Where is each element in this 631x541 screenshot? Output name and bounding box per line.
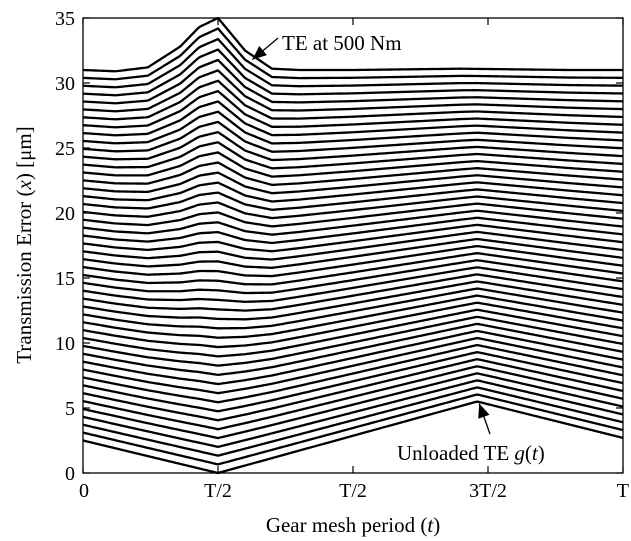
te-curve-6 bbox=[82, 358, 624, 422]
x-tick-label-2: T/2 bbox=[339, 480, 367, 502]
te-curve-18 bbox=[82, 273, 624, 312]
y-tick-label-4: 20 bbox=[55, 203, 75, 225]
te-curve-40 bbox=[82, 89, 624, 129]
arrow-max-load-head bbox=[252, 45, 267, 60]
te-curve-47 bbox=[82, 16, 623, 73]
te-curve-24 bbox=[82, 230, 624, 261]
te-curve-11 bbox=[82, 322, 624, 377]
te-curve-34 bbox=[82, 151, 624, 178]
te-curve-5 bbox=[82, 365, 624, 431]
te-curve-20 bbox=[82, 259, 624, 295]
te-curve-13 bbox=[82, 308, 624, 358]
te-curve-28 bbox=[82, 202, 624, 228]
y-tick-label-2: 10 bbox=[55, 333, 75, 355]
y-tick-label-7: 35 bbox=[55, 8, 75, 30]
te-curve-41 bbox=[82, 79, 624, 121]
te-curve-21 bbox=[82, 252, 624, 286]
annotation-unloaded: Unloaded TE g(t) bbox=[397, 441, 545, 465]
annotation-max-load: TE at 500 Nm bbox=[282, 31, 402, 55]
arrow-unloaded-head bbox=[478, 403, 490, 419]
tick-labels: 0 5 10 15 20 25 30 35 0 T/2 T/2 3T/2 T bbox=[55, 8, 629, 502]
te-curve-family bbox=[82, 16, 624, 475]
te-curve-10 bbox=[82, 329, 624, 386]
annotations: TE at 500 Nm Unloaded TE g(t) bbox=[251, 31, 545, 465]
te-curve-39 bbox=[82, 100, 624, 137]
te-curve-45 bbox=[82, 37, 624, 89]
y-tick-label-1: 5 bbox=[65, 398, 75, 420]
te-curve-16 bbox=[82, 287, 624, 330]
te-curve-43 bbox=[82, 58, 624, 105]
te-curve-8 bbox=[82, 343, 624, 404]
x-tick-label-4: T bbox=[617, 480, 629, 502]
te-curve-31 bbox=[82, 181, 624, 203]
te-curve-2 bbox=[82, 386, 624, 457]
te-curve-37 bbox=[82, 120, 624, 153]
x-tick-label-1: T/2 bbox=[204, 480, 232, 502]
axis-ticks bbox=[82, 17, 624, 474]
te-curve-32 bbox=[82, 171, 624, 195]
te-curve-12 bbox=[82, 315, 624, 367]
te-curve-15 bbox=[82, 294, 624, 339]
te-curve-27 bbox=[82, 209, 624, 236]
te-curve-0 bbox=[82, 400, 624, 475]
te-curve-23 bbox=[82, 237, 624, 269]
te-curve-46 bbox=[82, 27, 624, 81]
te-curve-30 bbox=[82, 188, 624, 211]
te-curve-7 bbox=[82, 351, 624, 413]
te-curve-26 bbox=[82, 216, 624, 245]
te-curve-14 bbox=[82, 301, 624, 349]
te-curve-1 bbox=[82, 393, 624, 466]
te-curve-44 bbox=[82, 48, 624, 97]
te-curve-3 bbox=[82, 379, 624, 449]
y-tick-label-6: 30 bbox=[55, 73, 75, 95]
te-curve-17 bbox=[82, 280, 624, 321]
te-curve-25 bbox=[82, 223, 624, 253]
te-curve-42 bbox=[82, 69, 624, 113]
x-tick-label-3: 3T/2 bbox=[469, 480, 507, 502]
y-tick-label-3: 15 bbox=[55, 268, 75, 290]
y-tick-label-5: 25 bbox=[55, 138, 75, 160]
x-tick-label-0: 0 bbox=[79, 480, 89, 502]
te-curve-19 bbox=[82, 266, 624, 303]
te-curve-33 bbox=[82, 161, 624, 187]
te-curve-4 bbox=[82, 372, 624, 440]
te-curve-29 bbox=[82, 195, 624, 220]
te-curve-9 bbox=[82, 336, 624, 395]
y-axis-label: Transmission Error (x) [μm] bbox=[12, 126, 36, 363]
te-curve-35 bbox=[82, 141, 624, 170]
te-curve-36 bbox=[82, 130, 624, 162]
te-curve-38 bbox=[82, 110, 624, 145]
y-tick-label-0: 0 bbox=[65, 463, 75, 485]
x-axis-label: Gear mesh period (t) bbox=[266, 513, 440, 537]
te-curve-22 bbox=[82, 244, 624, 278]
